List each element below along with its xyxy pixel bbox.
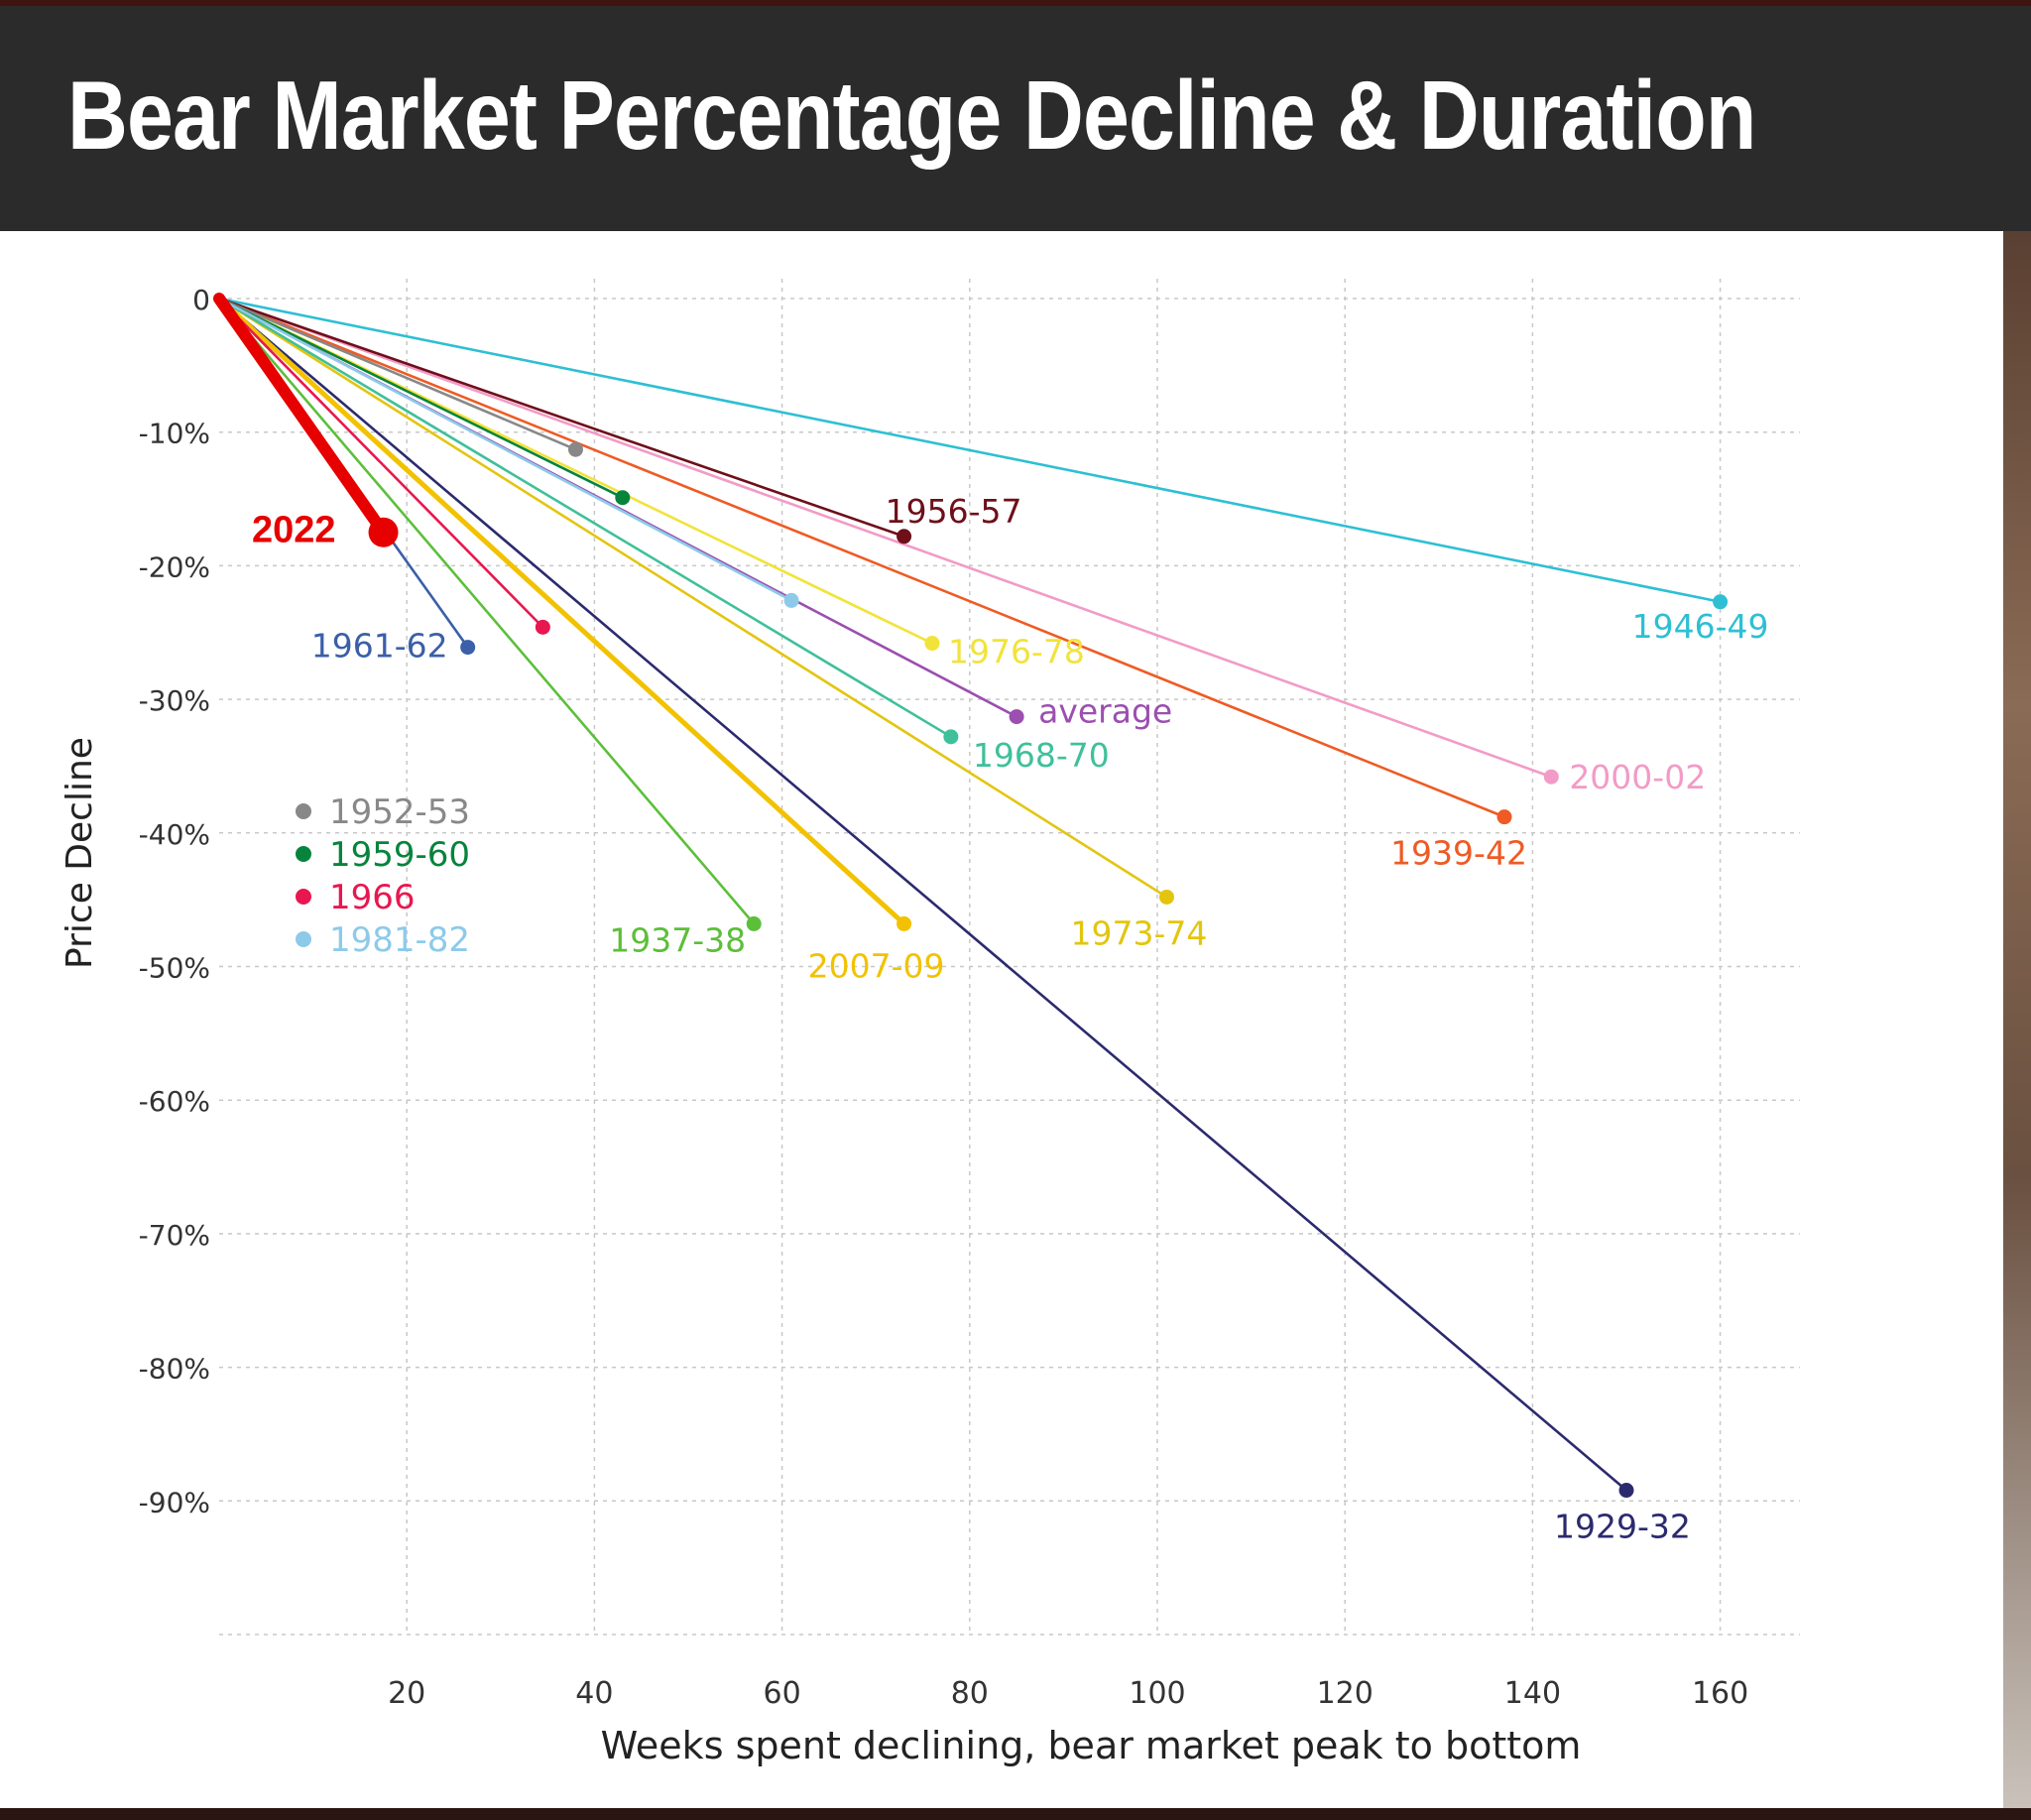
series-marker-1939-42 [1496, 809, 1512, 825]
y-tick-label: 0 [192, 284, 210, 316]
series-line-1956-57 [217, 297, 905, 539]
series-line-1966 [217, 297, 544, 629]
series-marker-2007-09 [896, 915, 912, 931]
series-marker-1976-78 [924, 636, 940, 652]
legend-label-1952-53: 1952-53 [329, 792, 470, 832]
bottom-border [0, 1808, 2031, 1820]
series-markers [368, 441, 1729, 1499]
legend-marker-1981-82 [296, 931, 311, 947]
y-tick-label: -60% [139, 1085, 210, 1118]
series-marker-1937-38 [746, 915, 762, 931]
series-line-1952-53 [217, 297, 577, 451]
legend-marker-1952-53 [296, 803, 311, 819]
series-marker-1959-60 [615, 490, 631, 506]
legend-label-1959-60: 1959-60 [329, 835, 470, 875]
series-marker-1973-74 [1158, 889, 1174, 905]
series-line-2022 [213, 293, 390, 539]
series-label-1937-38: 1937-38 [609, 920, 746, 959]
series-marker-1968-70 [943, 729, 959, 745]
x-axis-label: Weeks spent declining, bear market peak … [601, 1724, 1582, 1767]
series-lines [213, 293, 1722, 1492]
x-tick-label: 140 [1504, 1676, 1561, 1711]
x-tick-label: 20 [388, 1676, 425, 1711]
series-label-1976-78: 1976-78 [948, 633, 1085, 671]
series-marker-average [1009, 709, 1024, 725]
series-label-2000-02: 2000-02 [1569, 758, 1706, 796]
series-marker-1952-53 [567, 441, 583, 457]
x-tick-label: 120 [1317, 1676, 1374, 1711]
series-label-1956-57: 1956-57 [886, 492, 1022, 531]
legend-marker-1966 [296, 889, 311, 905]
y-axis-label: Price Decline [60, 737, 100, 969]
y-tick-label: -90% [139, 1486, 210, 1518]
series-label-1946-49: 1946-49 [1632, 607, 1769, 646]
y-tick-label: -10% [139, 418, 210, 450]
series-label-1961-62: 1961-62 [311, 627, 448, 666]
legend-label-1966: 1966 [329, 878, 416, 917]
series-line-1937-38 [217, 297, 756, 925]
y-tick-label: -70% [139, 1219, 210, 1252]
series-marker-2022 [368, 517, 399, 547]
series-line-1946-49 [217, 297, 1722, 604]
series-label-1939-42: 1939-42 [1390, 834, 1527, 873]
x-tick-label: 160 [1692, 1676, 1748, 1711]
series-label-1929-32: 1929-32 [1554, 1508, 1691, 1546]
series-label-1968-70: 1968-70 [973, 736, 1110, 775]
series-labels: 1946-49 2000-02 1939-42 1929-32 1973-74 2007-… [252, 492, 1769, 1546]
header-bar: Bear Market Percentage Decline & Duratio… [0, 0, 2031, 231]
series-marker-1966 [535, 619, 550, 635]
series-label-1973-74: 1973-74 [1071, 913, 1208, 952]
series-marker-1981-82 [783, 592, 799, 608]
series-label-2022: 2022 [252, 510, 336, 551]
grid-lines [219, 279, 1800, 1636]
series-label-2007-09: 2007-09 [808, 946, 945, 985]
series-line-1959-60 [217, 297, 625, 500]
y-tick-label: -50% [139, 952, 210, 985]
series-line-1929-32 [217, 297, 1628, 1492]
x-tick-label: 40 [575, 1676, 613, 1711]
legend-label-1981-82: 1981-82 [329, 920, 470, 960]
chart-panel [0, 231, 2003, 1808]
y-tick-label: -80% [139, 1353, 210, 1386]
background-photo-edge [2003, 231, 2031, 1808]
legend-marker-1959-60 [296, 846, 311, 862]
series-line-2007-09 [216, 296, 907, 926]
x-tick-label: 100 [1129, 1676, 1185, 1711]
series-marker-1956-57 [896, 529, 912, 545]
series-label-average: average [1038, 692, 1172, 731]
series-marker-1946-49 [1713, 594, 1729, 610]
series-line-2000-02 [217, 297, 1553, 779]
series-line-1973-74 [217, 297, 1168, 899]
series-marker-1929-32 [1618, 1483, 1634, 1499]
series-line-1939-42 [217, 297, 1506, 818]
y-tick-label: -30% [139, 684, 210, 717]
x-tick-label: 80 [951, 1676, 989, 1711]
page-title: Bear Market Percentage Decline & Duratio… [67, 61, 1756, 170]
series-line-1981-82 [217, 297, 793, 602]
series-line-1968-70 [217, 297, 953, 739]
y-tick-label: -40% [139, 818, 210, 851]
series-marker-1961-62 [460, 640, 476, 656]
x-tick-label: 60 [764, 1676, 801, 1711]
series-marker-2000-02 [1543, 769, 1559, 785]
y-tick-label: -20% [139, 550, 210, 583]
